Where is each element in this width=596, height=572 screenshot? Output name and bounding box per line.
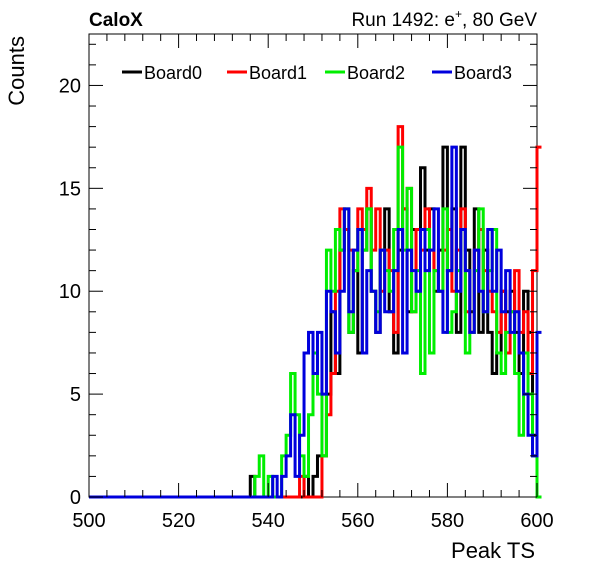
y-tick-label: 10: [59, 281, 81, 303]
histogram-layer: [89, 125, 542, 499]
y-tick-label: 5: [70, 384, 81, 406]
y-tick-label: 15: [59, 178, 81, 200]
run-info-superscript: +: [455, 7, 462, 21]
series-board3-histogram: [89, 145, 542, 499]
run-info-suffix: , 80 GeV: [462, 10, 537, 31]
x-tick-label: 540: [252, 510, 285, 532]
run-info-prefix: Run 1492: e: [351, 10, 455, 31]
x-axis-title: Peak TS: [451, 538, 535, 563]
run-info-label: Run 1492: e+, 80 GeV: [351, 7, 537, 31]
y-tick-label: 20: [59, 75, 81, 97]
x-tick-label: 500: [72, 510, 105, 532]
y-tick-label: 0: [70, 487, 81, 509]
axis-ticks: 500 520 540 560 580 600 0 5 10 15 20: [59, 34, 554, 532]
y-axis-title: Counts: [4, 36, 29, 106]
legend-label-board2: Board2: [347, 63, 405, 83]
legend: Board0 Board1 Board2 Board3: [122, 63, 512, 83]
legend-label-board1: Board1: [249, 63, 307, 83]
legend-label-board3: Board3: [454, 63, 512, 83]
legend-label-board0: Board0: [144, 63, 202, 83]
experiment-label: CaloX: [89, 10, 143, 31]
x-tick-label: 580: [431, 510, 464, 532]
x-tick-label: 600: [520, 510, 553, 532]
x-tick-label: 560: [341, 510, 374, 532]
x-tick-label: 520: [162, 510, 195, 532]
